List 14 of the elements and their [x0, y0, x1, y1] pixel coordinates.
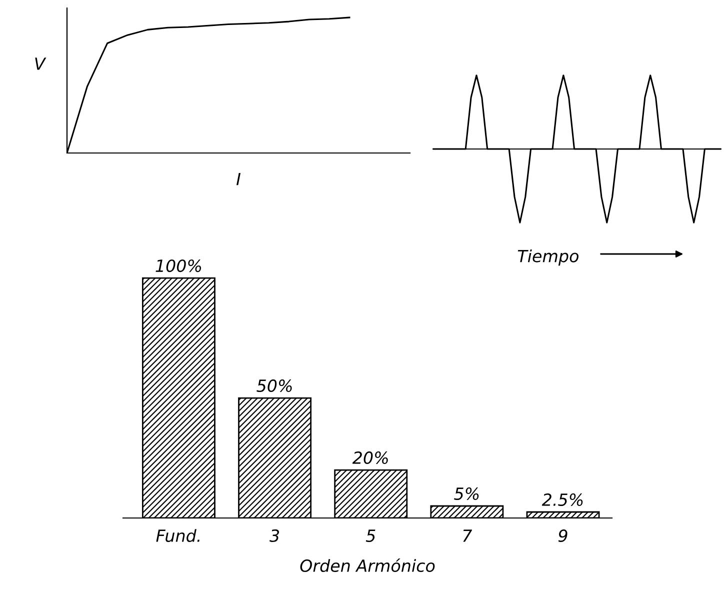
x-axis-title: I — [236, 172, 241, 186]
x-axis-title: Orden Armónico — [300, 558, 435, 572]
x-axis-title: Tiempo — [518, 249, 578, 266]
data-label: 5% — [454, 487, 479, 500]
y-axis-title: V — [35, 58, 46, 70]
x-tick-label: 9 — [558, 529, 568, 542]
data-label: 50% — [256, 379, 292, 392]
x-tick-label: 7 — [463, 530, 472, 542]
data-label: 20% — [352, 451, 388, 464]
x-tick-label: 3 — [270, 529, 280, 542]
x-tick-label: 5 — [366, 530, 376, 542]
data-label: 2.5% — [542, 493, 583, 506]
data-label: 100% — [156, 259, 202, 272]
x-tick-label: Fund. — [156, 529, 200, 542]
